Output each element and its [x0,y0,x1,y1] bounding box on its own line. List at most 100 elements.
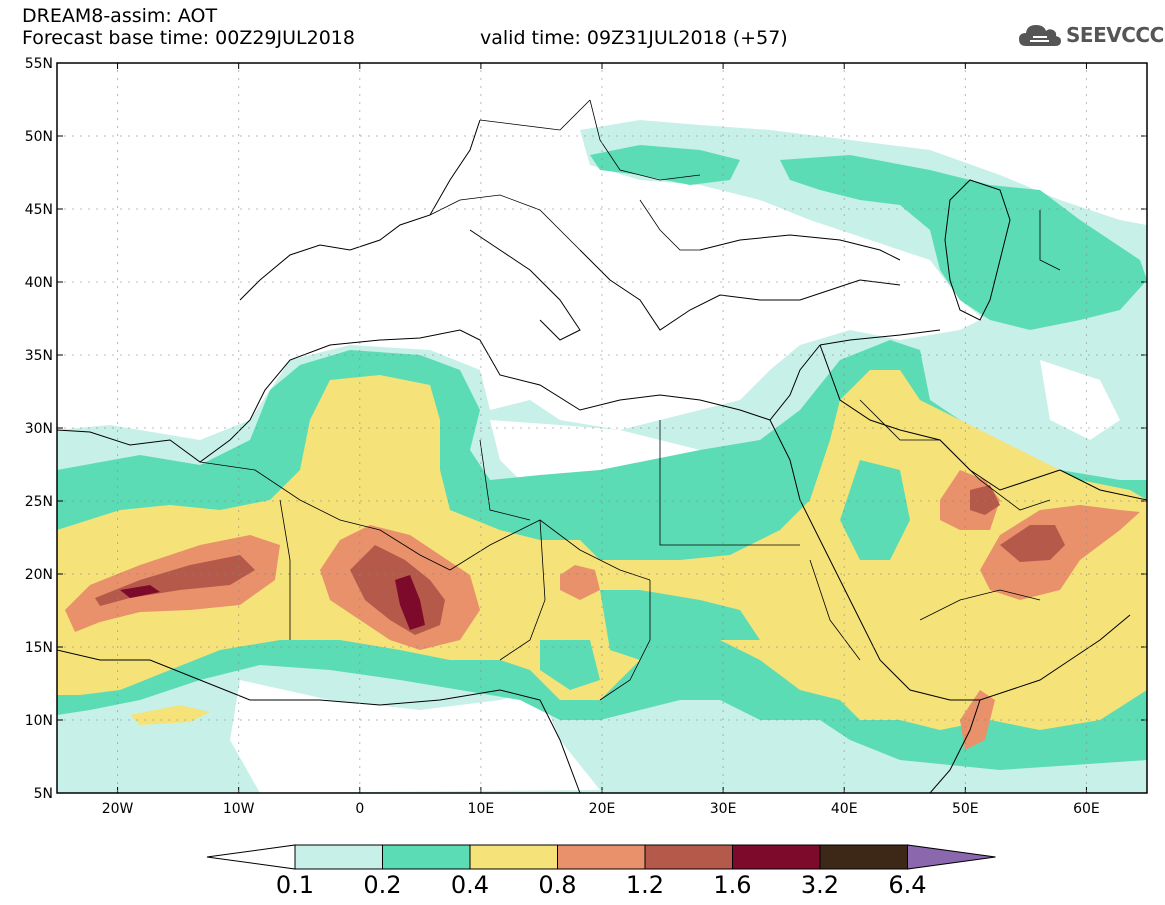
grid-dot [936,646,938,648]
grid-dot [920,719,922,721]
grid-dot [664,719,666,721]
grid-dot [896,500,898,502]
grid-dot [936,500,938,502]
grid-dot [964,422,966,424]
grid-dot [1144,427,1146,429]
grid-dot [238,238,240,240]
grid-dot [816,719,818,721]
grid-dot [722,366,724,368]
grid-dot [238,574,240,576]
grid-dot [200,646,202,648]
grid-dot [722,766,724,768]
grid-dot [200,573,202,575]
grid-dot [601,510,603,512]
grid-dot [1104,427,1106,429]
grid-dot [224,646,226,648]
grid-dot [272,427,274,429]
grid-dot [359,734,361,736]
grid-dot [843,534,845,536]
grid-dot [359,710,361,712]
grid-dot [1136,427,1138,429]
grid-dot [416,281,418,283]
grid-dot [1000,354,1002,356]
grid-dot [843,230,845,232]
grid-dot [1120,427,1122,429]
grid-dot [464,135,466,137]
grid-dot [480,486,482,488]
grid-dot [359,534,361,536]
grid-dot [208,354,210,356]
grid-dot [116,558,119,560]
grid-dot [832,573,834,575]
grid-dot [359,718,361,720]
grid-dot [464,427,466,429]
grid-dot [704,354,706,356]
grid-dot [128,646,130,648]
grid-dot [601,142,603,144]
grid-dot [601,790,603,792]
grid-dot [920,281,922,283]
grid-dot [152,646,154,648]
grid-dot [288,719,290,721]
grid-dot [480,790,482,792]
grid-dot [696,135,698,137]
grid-dot [238,286,240,288]
grid-dot [688,500,690,502]
grid-dot [116,302,119,304]
grid-dot [1016,719,1018,721]
grid-dot [136,427,138,429]
grid-dot [280,500,282,502]
grid-dot [672,354,674,356]
grid-dot [192,500,194,502]
grid-dot [1000,135,1002,137]
grid-dot [152,354,154,356]
grid-dot [904,646,906,648]
grid-dot [116,286,119,288]
grid-dot [116,318,119,320]
grid-dot [592,500,594,502]
grid-dot [964,166,966,168]
grid-dot [722,294,724,296]
grid-dot [744,719,746,721]
grid-dot [768,573,770,575]
grid-dot [248,208,250,210]
grid-dot [704,135,706,137]
grid-dot [601,774,603,776]
grid-dot [112,281,114,283]
grid-dot [824,573,826,575]
grid-dot [72,500,74,502]
grid-dot [960,646,962,648]
grid-dot [359,358,361,360]
grid-dot [760,646,762,648]
grid-dot [536,427,538,429]
grid-dot [776,646,778,648]
valid-time: valid time: 09Z31JUL2018 (+57) [480,27,788,49]
grid-dot [632,208,634,210]
grid-dot [648,135,650,137]
grid-dot [116,582,119,584]
grid-dot [472,719,474,721]
grid-dot [964,398,966,400]
grid-dot [336,500,338,502]
grid-dot [843,366,845,368]
grid-dot [304,573,306,575]
grid-dot [168,500,170,502]
grid-dot [584,500,586,502]
grid-dot [192,719,194,721]
grid-dot [1085,510,1088,512]
grid-dot [964,598,966,600]
grid-dot [552,427,554,429]
grid-dot [1104,719,1106,721]
grid-dot [722,222,724,224]
grid-dot [1085,398,1088,400]
grid-dot [344,354,346,356]
grid-dot [1136,573,1138,575]
grid-dot [601,118,603,120]
grid-dot [704,719,706,721]
grid-dot [722,542,724,544]
grid-dot [601,102,603,104]
grid-dot [238,558,240,560]
grid-dot [116,758,119,760]
grid-dot [1032,719,1034,721]
grid-dot [720,354,722,356]
